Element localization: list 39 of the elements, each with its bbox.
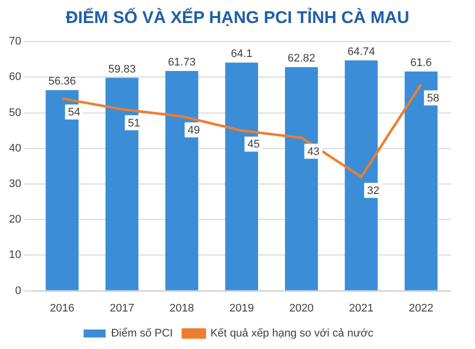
y-tick-label: 10 <box>8 249 22 262</box>
x-tick-label: 2017 <box>110 302 134 314</box>
x-tick-label: 2016 <box>50 302 74 314</box>
data-label: 58 <box>426 92 440 104</box>
data-label: 54 <box>68 106 80 119</box>
x-tick-label: 2018 <box>170 302 194 314</box>
data-label: 49 <box>188 124 200 136</box>
bar <box>344 60 378 290</box>
data-label: 56.36 <box>48 76 76 88</box>
y-tick-label: 70 <box>8 36 22 48</box>
legend-label: Điểm số PCI <box>111 328 173 340</box>
bar <box>225 62 258 290</box>
data-label: 61.6 <box>410 57 432 70</box>
chart-title: ĐIỂM SỐ VÀ XẾP HẠNG PCI TỈNH CÀ MAU <box>64 6 410 29</box>
y-tick-label: 30 <box>8 178 22 190</box>
data-label: 45 <box>247 138 260 151</box>
data-label: 32 <box>367 184 380 197</box>
bar <box>106 78 138 290</box>
x-tick-label: 2021 <box>349 302 374 314</box>
y-tick-label: 20 <box>8 214 22 226</box>
y-tick-label: 50 <box>8 106 22 119</box>
data-label: 64.74 <box>348 46 376 58</box>
bar <box>165 71 198 290</box>
data-label: 43 <box>307 146 320 158</box>
data-label: 61.73 <box>168 56 196 69</box>
x-tick-label: 2020 <box>289 302 314 314</box>
x-tick-label: 2022 <box>408 302 434 314</box>
data-label: 62.82 <box>288 52 316 65</box>
y-tick-label: 0 <box>15 284 22 297</box>
y-tick-label: 40 <box>8 142 22 154</box>
x-tick-label: 2019 <box>229 302 254 314</box>
legend-label: Kết quả xếp hạng so với cả nước <box>210 328 374 340</box>
bar <box>46 90 79 290</box>
y-tick-label: 60 <box>8 71 22 84</box>
data-label: 59.83 <box>108 63 136 76</box>
bar <box>284 67 318 290</box>
data-label: 64.1 <box>230 48 252 60</box>
data-label: 51 <box>128 117 140 130</box>
bar <box>404 72 438 290</box>
